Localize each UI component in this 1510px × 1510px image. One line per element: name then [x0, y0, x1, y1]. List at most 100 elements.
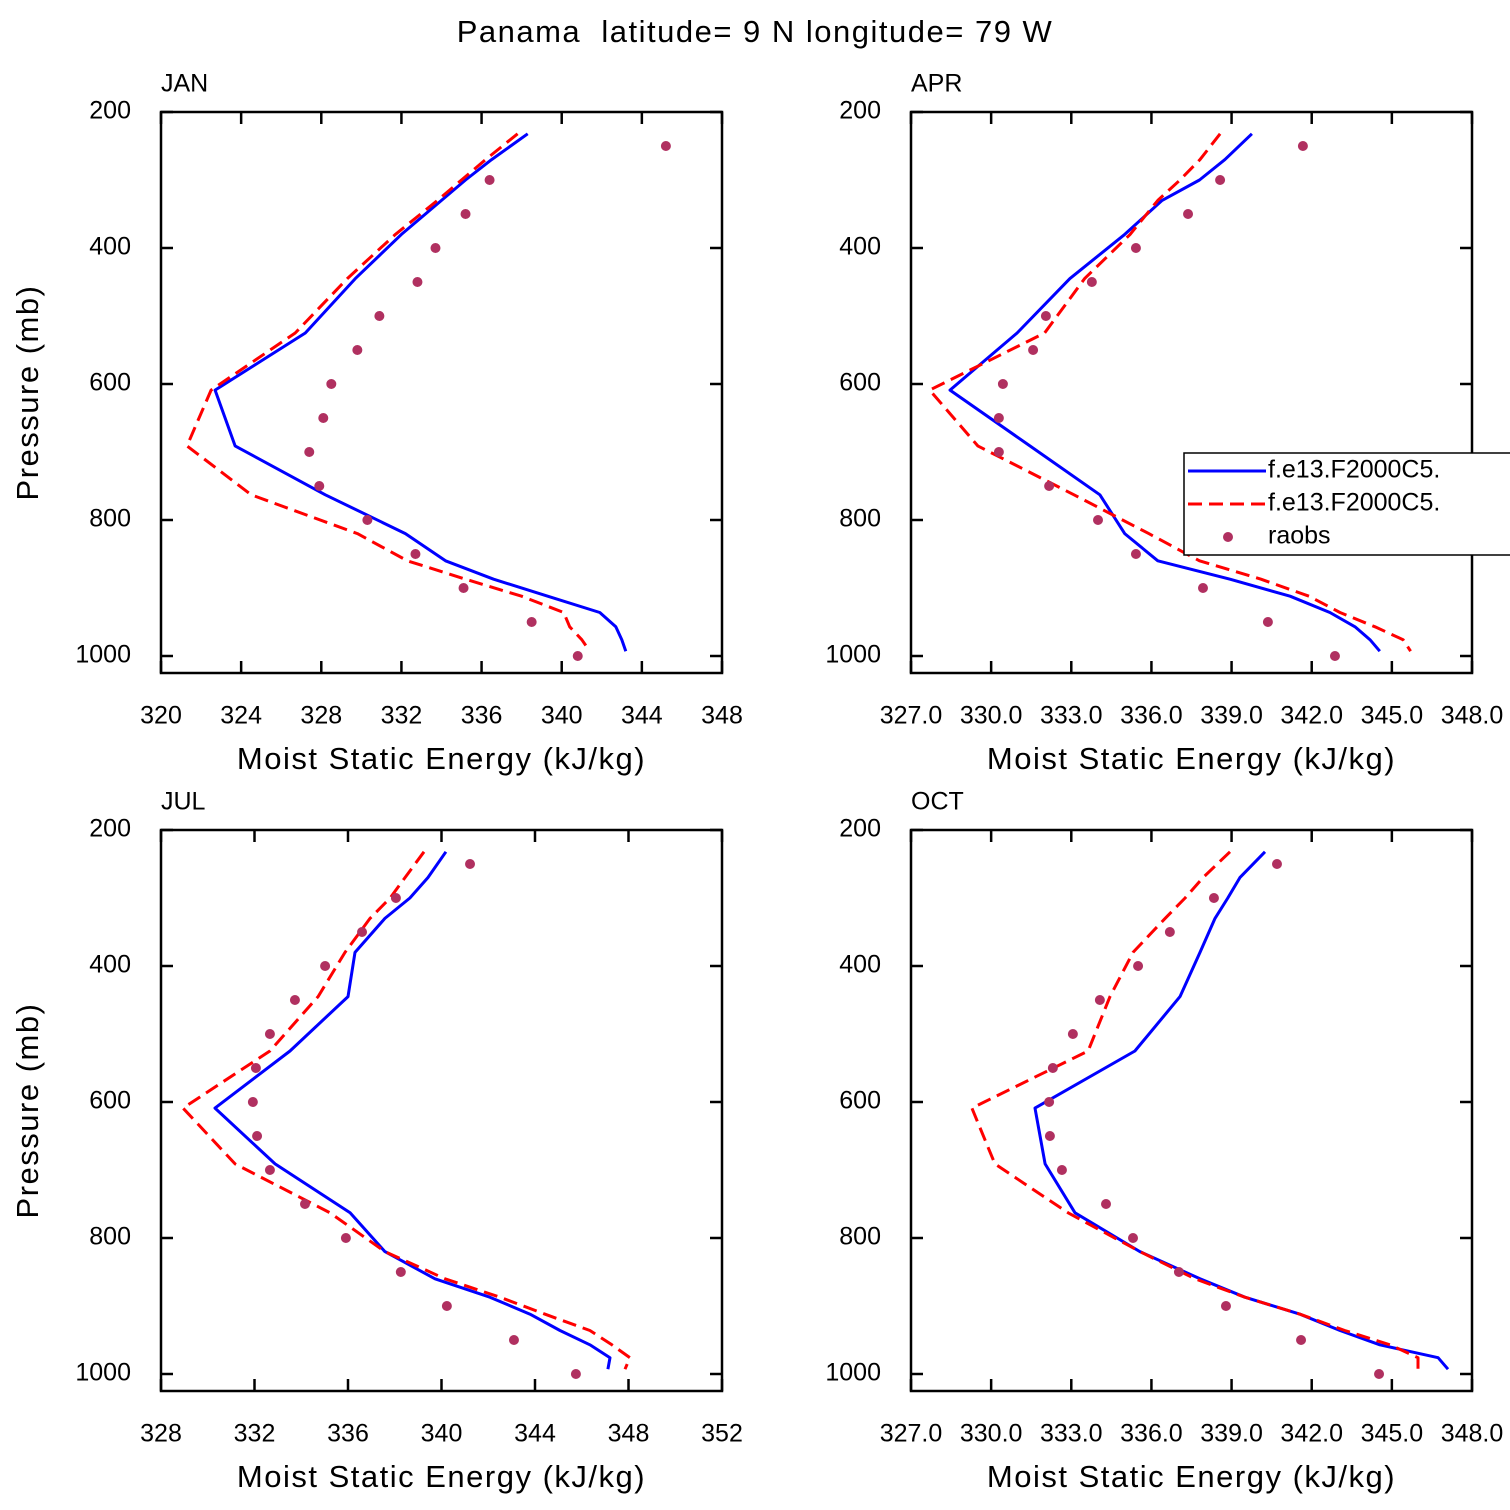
y-tick-label: 400 [839, 233, 881, 261]
x-tick-label: 336.0 [1120, 1420, 1183, 1448]
x-tick-label: 348 [608, 1420, 650, 1448]
raob-point [1374, 1369, 1385, 1379]
raob-point [264, 1029, 275, 1039]
raob-point [1262, 617, 1273, 627]
raob-point [1130, 243, 1141, 253]
x-tick-label: 342.0 [1280, 702, 1343, 730]
panel: JUL 200 400 600 800 1000 328 332 336 340 344 348 352… [10, 788, 743, 1495]
x-tick-label: 344 [621, 702, 663, 730]
legend-label: f.e13.F2000C5. [1268, 489, 1440, 517]
raob-point [362, 515, 373, 525]
raob-point [374, 311, 385, 321]
raob-point [1130, 549, 1141, 559]
raob-point [1067, 1029, 1078, 1039]
raob-point [395, 1267, 406, 1277]
raob-point [526, 617, 537, 627]
raob-point [247, 1097, 258, 1107]
raob-point [1296, 1335, 1307, 1345]
raob-point [1101, 1199, 1112, 1209]
y-tick-label: 1000 [825, 1359, 881, 1387]
raob-point [264, 1165, 275, 1175]
raob-point [252, 1131, 263, 1141]
legend-label: f.e13.F2000C5. [1268, 456, 1440, 484]
y-axis-title: Pressure (mb) [10, 285, 45, 501]
plot-frame [909, 110, 1474, 675]
raob-point [1220, 1301, 1231, 1311]
raob-point [1329, 651, 1340, 661]
y-tick-label: 800 [89, 1223, 131, 1251]
raob-point [1215, 175, 1226, 185]
raob-point [1044, 481, 1055, 491]
raob-point [1093, 515, 1103, 525]
raob-point [340, 1233, 351, 1243]
x-tick-label: 320 [140, 702, 182, 730]
x-tick-label: 336 [327, 1420, 369, 1448]
raob-point [997, 379, 1008, 389]
raob-point [460, 209, 471, 219]
x-tick-label: 332 [381, 702, 423, 730]
y-tick-label: 200 [89, 97, 131, 125]
plot-frame [159, 110, 724, 675]
raob-point [1133, 961, 1144, 971]
x-tick-label: 342.0 [1280, 1420, 1343, 1448]
x-axis-title: Moist Static Energy (kJ/kg) [987, 1459, 1396, 1494]
y-tick-label: 600 [839, 369, 881, 397]
x-tick-label: 344 [514, 1420, 556, 1448]
raob-point [320, 961, 331, 971]
y-tick-label: 600 [89, 369, 131, 397]
x-tick-label: 339.0 [1200, 1420, 1263, 1448]
x-tick-label: 348.0 [1441, 702, 1504, 730]
raob-point [570, 1369, 581, 1379]
raob-point [326, 379, 337, 389]
model-line-dashed [970, 850, 1420, 1370]
x-tick-label: 330.0 [960, 1420, 1023, 1448]
raob-point [660, 141, 671, 151]
raob-point [318, 413, 329, 423]
x-axis-title: Moist Static Energy (kJ/kg) [987, 741, 1396, 776]
x-tick-label: 345.0 [1361, 1420, 1424, 1448]
panel-label: APR [911, 70, 962, 98]
x-axis-title: Moist Static Energy (kJ/kg) [237, 741, 646, 776]
raob-point [314, 481, 325, 491]
raob-point [1028, 345, 1039, 355]
y-tick-label: 400 [839, 951, 881, 979]
raob-point [993, 413, 1004, 423]
y-tick-label: 800 [839, 1223, 881, 1251]
raob-point [572, 651, 583, 661]
y-tick-label: 800 [839, 505, 881, 533]
panel-label: JAN [161, 70, 208, 98]
x-tick-label: 345.0 [1361, 702, 1424, 730]
y-tick-label: 200 [839, 97, 881, 125]
raob-point [1094, 995, 1105, 1005]
y-tick-label: 1000 [75, 641, 131, 669]
raob-point [993, 447, 1004, 457]
x-tick-label: 339.0 [1200, 702, 1263, 730]
x-tick-label: 330.0 [960, 702, 1023, 730]
x-tick-label: 332 [234, 1420, 276, 1448]
panel-label: JUL [161, 788, 206, 816]
x-tick-label: 336.0 [1120, 702, 1183, 730]
legend-marker [1223, 532, 1233, 542]
raob-point [390, 893, 401, 903]
raob-point [412, 277, 423, 287]
x-tick-label: 348.0 [1441, 1420, 1504, 1448]
raob-point [1044, 1097, 1055, 1107]
raob-point [1047, 1063, 1058, 1073]
x-tick-label: 327.0 [880, 702, 943, 730]
raob-point [250, 1063, 261, 1073]
panel: OCT 200 400 600 800 1000 327.0 330.0 333.0 336.0 3… [825, 788, 1503, 1495]
raob-point [1197, 583, 1208, 593]
raob-point [1208, 893, 1219, 903]
x-tick-label: 328 [300, 702, 342, 730]
raob-point [299, 1199, 310, 1209]
raob-point [352, 345, 363, 355]
y-tick-label: 600 [839, 1087, 881, 1115]
y-tick-label: 800 [89, 505, 131, 533]
model-line [948, 132, 1381, 653]
legend-label: raobs [1268, 522, 1331, 550]
raob-point [458, 583, 469, 593]
x-tick-label: 328 [140, 1420, 182, 1448]
